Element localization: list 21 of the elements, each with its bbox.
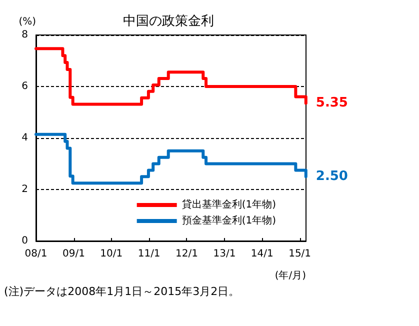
legend-label: 預金基準金利(1年物) bbox=[182, 214, 276, 226]
data-label: 5.35 bbox=[316, 96, 348, 111]
x-tick-label: 14/1 bbox=[250, 248, 274, 260]
x-tick-label: 09/1 bbox=[62, 248, 85, 260]
data-label: 2.50 bbox=[316, 169, 348, 184]
x-tick-label: 12/1 bbox=[176, 248, 198, 260]
y-tick-label: 2 bbox=[22, 184, 28, 195]
x-tick-label: 13/1 bbox=[213, 248, 236, 260]
y-axis-title: (%) bbox=[18, 16, 36, 28]
x-tick-label: 08/1 bbox=[24, 248, 48, 260]
x-tick-label: 10/1 bbox=[100, 248, 123, 260]
chart-title: 中国の政策金利 bbox=[123, 14, 214, 29]
text: (注)データは2008年1月1日～2015年3月2日。 bbox=[4, 284, 240, 299]
x-tick-label: 11/1 bbox=[138, 248, 160, 260]
x-axis-title: (年/月) bbox=[274, 270, 306, 282]
x-tick-label: 15/1 bbox=[288, 248, 312, 260]
y-tick-label: 6 bbox=[22, 81, 28, 92]
y-tick-label: 8 bbox=[22, 30, 28, 40]
y-tick-label: 4 bbox=[22, 132, 28, 144]
legend-label: 貸出基準金利(1年物) bbox=[182, 198, 276, 210]
y-tick-label: 0 bbox=[22, 236, 28, 246]
